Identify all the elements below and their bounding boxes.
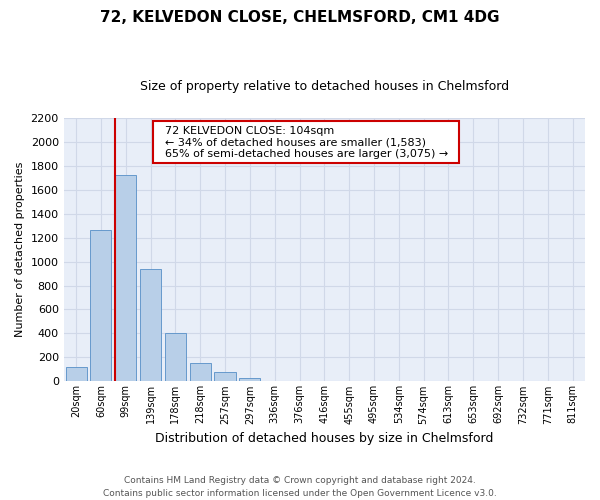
- Bar: [140, 269, 161, 382]
- Title: Size of property relative to detached houses in Chelmsford: Size of property relative to detached ho…: [140, 80, 509, 93]
- Text: 72, KELVEDON CLOSE, CHELMSFORD, CM1 4DG: 72, KELVEDON CLOSE, CHELMSFORD, CM1 4DG: [100, 10, 500, 25]
- Text: Contains HM Land Registry data © Crown copyright and database right 2024.
Contai: Contains HM Land Registry data © Crown c…: [103, 476, 497, 498]
- Bar: [165, 334, 186, 382]
- X-axis label: Distribution of detached houses by size in Chelmsford: Distribution of detached houses by size …: [155, 432, 494, 445]
- Bar: [239, 378, 260, 382]
- Y-axis label: Number of detached properties: Number of detached properties: [15, 162, 25, 338]
- Bar: [190, 364, 211, 382]
- Bar: [91, 230, 112, 382]
- Bar: [214, 372, 236, 382]
- Bar: [65, 367, 86, 382]
- Bar: [115, 176, 136, 382]
- Text: 72 KELVEDON CLOSE: 104sqm
  ← 34% of detached houses are smaller (1,583)
  65% o: 72 KELVEDON CLOSE: 104sqm ← 34% of detac…: [158, 126, 455, 159]
